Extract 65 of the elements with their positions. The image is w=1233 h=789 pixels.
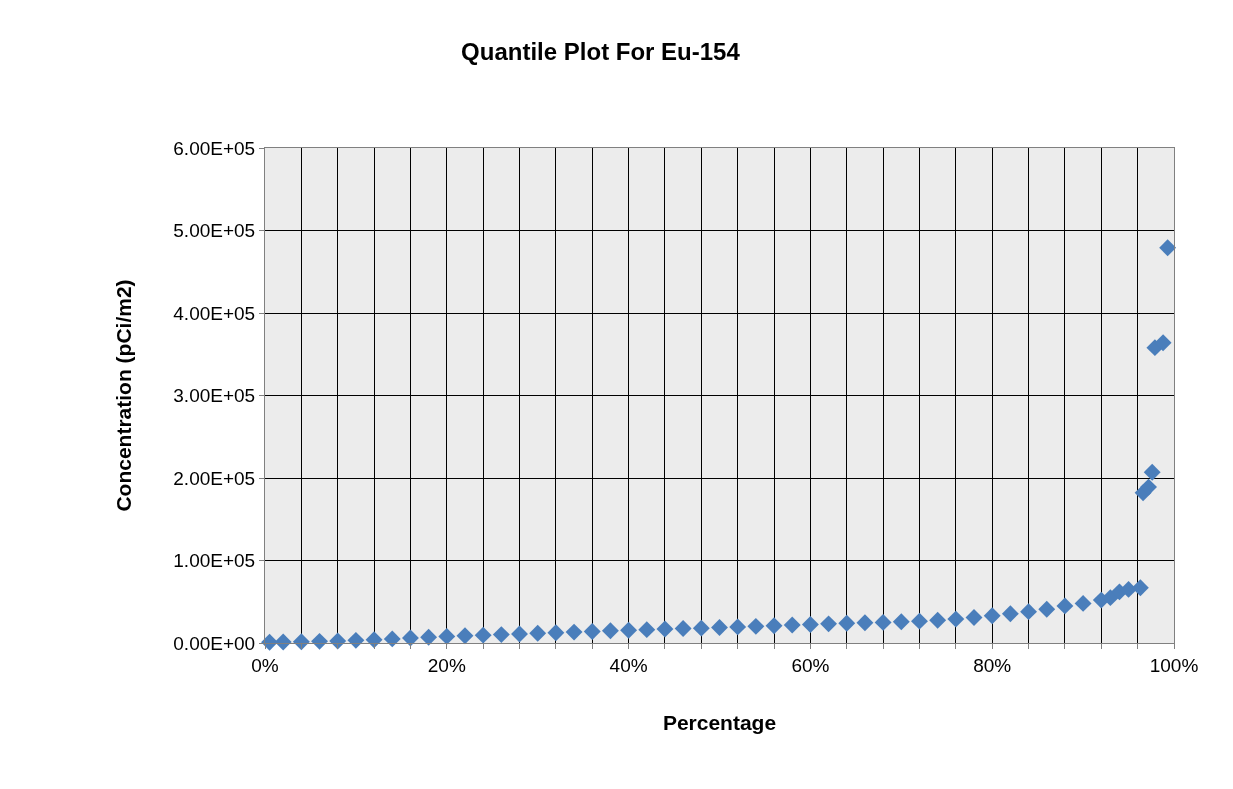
point [547, 624, 565, 642]
point [783, 616, 801, 634]
x-tick-label: 20% [427, 654, 466, 676]
point [947, 610, 965, 628]
point [874, 613, 892, 631]
x-tick-label: 0% [251, 654, 279, 676]
point [656, 620, 674, 638]
y-tick-label: 4.00E+05 [173, 302, 256, 324]
point [820, 615, 838, 633]
point [892, 613, 910, 631]
point [1056, 597, 1074, 615]
point [929, 611, 947, 629]
point [601, 622, 619, 640]
point [620, 621, 638, 639]
point [729, 618, 747, 636]
point [1120, 580, 1137, 598]
point [911, 612, 928, 630]
point [274, 633, 292, 651]
point [511, 625, 528, 643]
point [765, 617, 783, 635]
point [401, 629, 419, 647]
x-tick-label: 40% [609, 654, 648, 676]
point [1020, 603, 1038, 621]
point [1154, 334, 1172, 352]
point [565, 623, 583, 641]
point [383, 630, 401, 648]
point [529, 624, 547, 642]
point [456, 627, 474, 645]
y-tick-label: 3.00E+05 [173, 385, 256, 407]
y-tick-label: 6.00E+05 [173, 137, 256, 159]
point [492, 626, 510, 644]
y-tick-label: 5.00E+05 [173, 220, 256, 242]
point [711, 619, 728, 636]
y-tick-label: 2.00E+05 [173, 467, 256, 489]
x-axis-title: Percentage [662, 711, 777, 734]
point [1159, 239, 1177, 257]
point [747, 617, 765, 635]
point [1038, 600, 1056, 618]
point [856, 614, 874, 632]
y-tick-label: 0.00E+00 [173, 632, 256, 654]
point [1140, 478, 1157, 496]
point [311, 632, 328, 650]
point [692, 619, 710, 637]
point [438, 627, 456, 645]
point [292, 633, 310, 651]
point [983, 607, 1001, 625]
point [1074, 594, 1092, 612]
point [838, 614, 856, 632]
point [420, 628, 438, 646]
x-tick-label: 80% [973, 654, 1012, 676]
point [329, 632, 347, 650]
point [965, 608, 983, 626]
point [474, 626, 492, 644]
point [674, 620, 692, 638]
y-axis-title: Concentration (pCi/m2) [112, 279, 136, 512]
y-tick-label: 1.00E+05 [173, 550, 256, 572]
point [583, 623, 601, 640]
point [1143, 463, 1161, 481]
point [1131, 579, 1149, 597]
x-tick-label: 100% [1149, 654, 1199, 676]
chart-title: Quantile Plot For Eu-154 [461, 37, 741, 65]
point [1001, 605, 1019, 623]
point [638, 621, 656, 639]
point [801, 615, 819, 633]
x-tick-label: 60% [791, 654, 830, 676]
